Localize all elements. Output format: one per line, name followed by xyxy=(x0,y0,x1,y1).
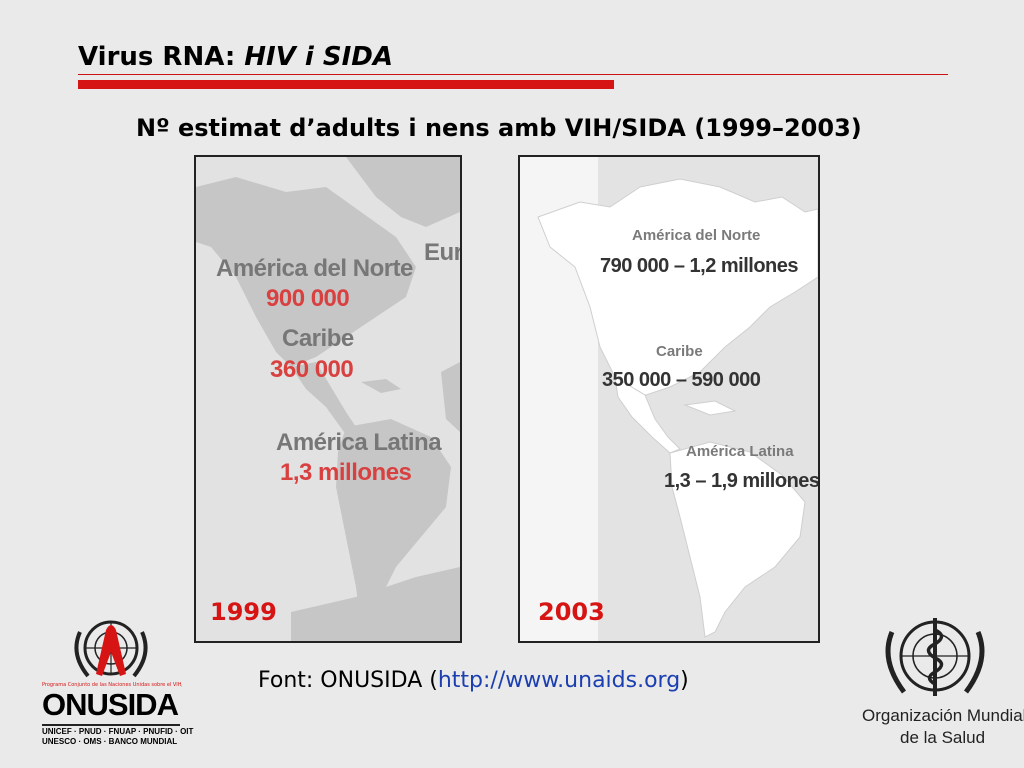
map-2003-landmass xyxy=(520,157,818,641)
map-1999-landmass xyxy=(196,157,460,641)
who-emblem-icon xyxy=(885,618,985,696)
caribbean-value-1999: 360 000 xyxy=(270,356,354,383)
north-america-label-1999: América del Norte xyxy=(216,255,413,282)
title-underline-thin xyxy=(78,74,948,75)
onusida-partners-line2: UNESCO · OMS · BANCO MUNDIAL xyxy=(42,737,178,746)
onusida-tagline: Programa Conjunto de las Naciones Unidas… xyxy=(42,682,182,688)
source-prefix: Font: ONUSIDA ( xyxy=(258,668,438,693)
north-america-value-1999: 900 000 xyxy=(266,285,350,312)
year-label-2003: 2003 xyxy=(538,598,605,626)
north-america-label-2003: América del Norte xyxy=(632,227,761,244)
oms-logo: Organización Mundial de la Salud xyxy=(860,610,1024,755)
caribbean-label-1999: Caribe xyxy=(282,325,354,352)
map-2003: América del Norte 790 000 – 1,2 millones… xyxy=(518,155,820,643)
onusida-name: ONUSIDA xyxy=(42,687,179,722)
oms-name-line1: Organización Mundial xyxy=(862,706,1024,725)
latin-america-label-1999: América Latina xyxy=(276,429,442,456)
title-underline-bar xyxy=(78,80,614,89)
year-label-1999: 1999 xyxy=(210,598,277,626)
oms-name-line2: de la Salud xyxy=(900,728,986,747)
caribbean-label-2003: Caribe xyxy=(656,343,703,360)
latin-america-value-1999: 1,3 millones xyxy=(280,459,412,486)
latin-america-value-2003: 1,3 – 1,9 millones xyxy=(664,470,820,492)
slide-title-main: Virus RNA: xyxy=(78,42,245,72)
un-emblem-icon xyxy=(74,620,148,678)
north-america-value-2003: 790 000 – 1,2 millones xyxy=(600,255,799,277)
slide-title: Virus RNA: HIV i SIDA xyxy=(78,42,393,72)
source-url-link[interactable]: http://www.unaids.org xyxy=(437,668,681,693)
onusida-partners-line1: UNICEF · PNUD · FNUAP · PNUFID · OIT xyxy=(42,727,194,736)
slide-title-italic: HIV i SIDA xyxy=(244,42,393,72)
onusida-logo: Programa Conjunto de las Naciones Unidas… xyxy=(40,614,193,748)
caribbean-value-2003: 350 000 – 590 000 xyxy=(602,369,761,391)
onusida-divider xyxy=(42,724,180,726)
source-suffix: ) xyxy=(680,668,689,693)
slide-subtitle: Nº estimat d’adults i nens amb VIH/SIDA … xyxy=(136,114,862,142)
map-1999: Eur América del Norte 900 000 Caribe 360… xyxy=(194,155,462,643)
latin-america-label-2003: América Latina xyxy=(686,443,794,460)
source-citation: Font: ONUSIDA (http://www.unaids.org) xyxy=(258,668,689,693)
europe-fragment-label: Eur xyxy=(424,239,462,266)
